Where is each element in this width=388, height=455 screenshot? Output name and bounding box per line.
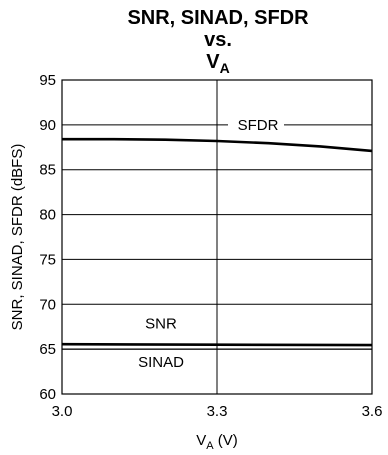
x-tick-label: 3.6 [362, 403, 383, 420]
y-tick-label: 75 [39, 251, 56, 268]
series-label-snr: SNR [145, 316, 177, 333]
y-tick-label: 65 [39, 341, 56, 358]
series-labels: SFDR SNR SINAD [138, 116, 284, 371]
y-tick-label: 95 [39, 72, 56, 89]
series-label-sfdr: SFDR [238, 117, 279, 134]
series-line-sfdr [62, 137, 373, 153]
chart-title-line-2: vs. [204, 29, 232, 51]
x-axis-ticks: 3.0 3.3 3.6 [52, 403, 383, 420]
y-tick-label: 85 [39, 162, 56, 179]
grid-lines [62, 80, 372, 394]
chart-title-line-1: SNR, SINAD, SFDR [127, 7, 309, 29]
y-tick-label: 90 [39, 117, 56, 134]
y-axis-ticks: 60 65 70 75 80 85 90 95 [39, 72, 56, 403]
y-tick-label: 70 [39, 296, 56, 313]
plot-frame [61, 79, 373, 395]
chart-title: SNR, SINAD, SFDR vs. VA [127, 7, 309, 76]
y-tick-label: 60 [39, 386, 56, 403]
x-tick-label: 3.0 [52, 403, 73, 420]
chart-title-line-3: VA [206, 51, 229, 76]
x-tick-label: 3.3 [207, 403, 228, 420]
y-tick-label: 80 [39, 207, 56, 224]
series-lines [61, 137, 373, 350]
series-line-snr [61, 342, 373, 347]
series-label-sinad: SINAD [138, 354, 184, 371]
x-axis-label: VA (V) [196, 432, 238, 452]
y-axis-label: SNR, SINAD, SFDR (dBFS) [9, 144, 26, 331]
sfdr-label-bg [228, 116, 284, 133]
